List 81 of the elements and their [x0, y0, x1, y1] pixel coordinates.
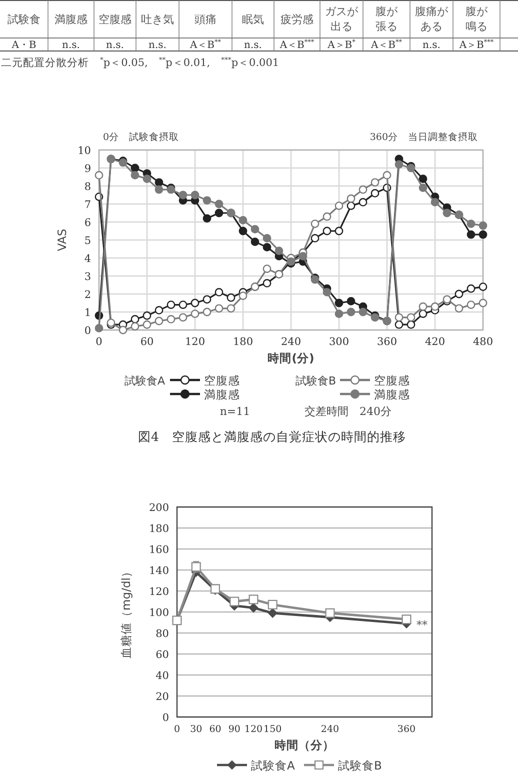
x-axis-title: 時間（分）	[274, 738, 334, 752]
x-tick-label: 420	[424, 336, 446, 348]
text: 試験食A	[124, 374, 166, 388]
text: 試験食B	[295, 374, 336, 388]
x-tick-label: 90	[228, 724, 240, 735]
y-tick-label: 6	[84, 217, 92, 229]
x-tick-label: 360	[376, 336, 398, 348]
legend-label: 空腹感	[374, 374, 410, 388]
legend-label: 空腹感	[204, 374, 240, 388]
y-tick-label: 5	[84, 235, 91, 247]
y-tick-label: 3	[84, 271, 91, 283]
category-label: 疲労感	[280, 13, 314, 26]
x-tick-label: 180	[232, 336, 254, 348]
text: 交差時間 240分	[304, 405, 392, 418]
x-tick-label: 30	[190, 724, 202, 735]
category-label: 腹痛がある	[415, 5, 449, 33]
category-label: 吐き気	[141, 13, 174, 26]
text: n=11	[220, 405, 250, 418]
text: 図4 空腹感と満腹感の自覚症状の時間的推移	[138, 429, 406, 444]
x-tick-label: 240	[280, 336, 302, 348]
category-label: 空腹感	[98, 13, 132, 26]
y-tick-label: 4	[84, 253, 92, 265]
y-tick-label: 7	[84, 199, 91, 211]
x-tick-label: 480	[472, 336, 494, 348]
y-tick-label: 2	[84, 289, 91, 301]
category-label: 満腹感	[54, 13, 88, 26]
x-tick-label: 240	[320, 724, 340, 735]
annotation: **	[416, 618, 428, 632]
y-tick-label: 100	[148, 607, 169, 619]
y-tick-label: 0	[162, 712, 169, 724]
y-axis-title: 血糖値（mg/dl）	[119, 566, 133, 658]
legend-label: 満腹感	[204, 388, 240, 402]
x-tick-label: 120	[184, 336, 206, 348]
y-tick-label: 0	[84, 325, 91, 337]
category-label: 腹が鳴る	[466, 5, 488, 33]
y-tick-label: 60	[156, 649, 169, 661]
category-label: 頭痛	[194, 13, 216, 26]
text: n.s.	[106, 40, 124, 51]
text: n.s.	[62, 40, 80, 51]
y-tick-label: 140	[148, 565, 169, 577]
x-tick-label: 360	[397, 724, 416, 735]
text: A＞B$^{*}$	[328, 38, 356, 51]
x-tick-label: 60	[209, 724, 222, 735]
text: A＞B$^{***}$	[459, 38, 494, 51]
text: A・B	[12, 40, 36, 51]
y-tick-label: 80	[156, 628, 169, 640]
category-label: 腹が張る	[376, 5, 398, 33]
text: 二元配置分散分析	[1, 57, 89, 69]
y-tick-label: 20	[156, 691, 169, 703]
text: 360分 当日調整食摂取	[370, 131, 478, 143]
x-tick-label: 0	[96, 336, 102, 348]
y-tick-label: 200	[148, 502, 169, 514]
y-tick-label: 160	[148, 544, 169, 556]
y-tick-label: 180	[148, 523, 169, 535]
y-tick-label: 10	[78, 145, 91, 157]
x-tick-label: 0	[174, 724, 180, 735]
y-tick-label: 8	[84, 181, 91, 193]
text: n.s.	[244, 40, 262, 51]
category-label: 眠気	[242, 13, 264, 26]
text: 0分 試験食摂取	[103, 131, 180, 143]
y-tick-label: 1	[84, 307, 91, 319]
x-tick-label: 150	[264, 724, 282, 735]
legend-label: 試験食A	[251, 758, 295, 772]
x-tick-label: 120	[244, 724, 263, 735]
text: $^{*}$p＜0.05, $^{**}$p＜0.01, $^{***}$p＜0.001	[100, 56, 280, 69]
y-tick-label: 9	[84, 163, 91, 175]
category-label: 試験食	[8, 13, 40, 26]
text: n.s.	[148, 40, 166, 51]
text: n.s.	[422, 40, 440, 51]
legend-label: 満腹感	[374, 388, 410, 402]
y-tick-label: 120	[148, 586, 169, 598]
category-label: ガスが出る	[325, 5, 359, 33]
y-axis-title: VAS	[55, 228, 69, 252]
x-axis-title: 時間(分)	[268, 351, 314, 365]
text: A＜B$^{**}$	[190, 38, 222, 51]
text: A＜B$^{***}$	[280, 38, 314, 51]
text: A＜B$^{**}$	[370, 38, 402, 51]
y-tick-label: 40	[156, 670, 169, 682]
x-tick-label: 300	[328, 336, 350, 348]
x-tick-label: 60	[140, 336, 154, 348]
legend-label: 試験食B	[338, 758, 382, 772]
